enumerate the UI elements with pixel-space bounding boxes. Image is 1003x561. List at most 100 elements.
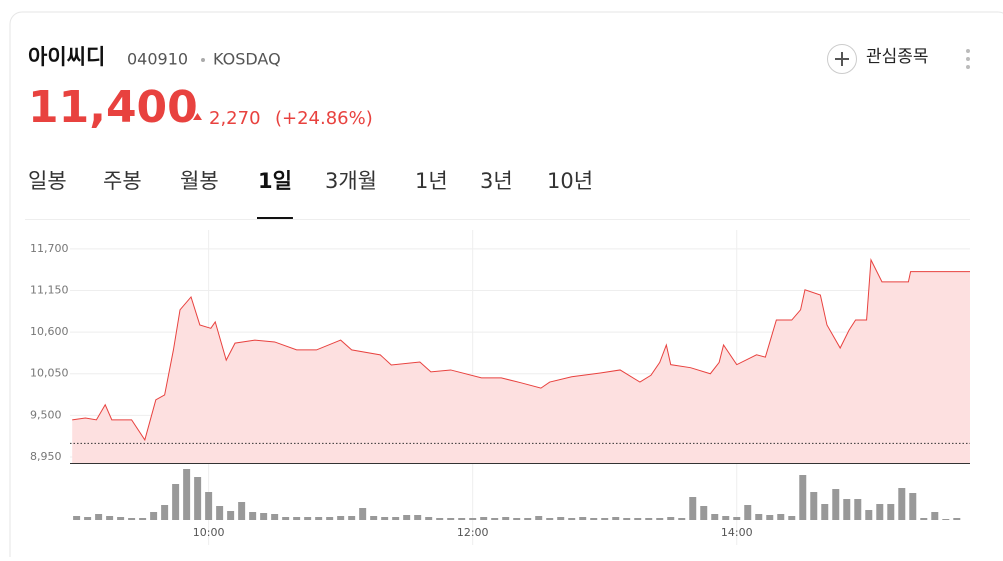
volume-bar — [755, 514, 763, 520]
volume-bar — [590, 518, 598, 520]
volume-bar — [843, 499, 851, 520]
volume-bar — [326, 517, 334, 520]
volume-bar — [711, 514, 719, 520]
volume-bar — [612, 517, 620, 520]
volume-bar — [436, 518, 444, 520]
volume-bar — [271, 514, 279, 520]
volume-bar — [370, 516, 378, 520]
volume-bar — [799, 475, 807, 520]
volume-bar — [656, 518, 664, 520]
up-arrow — [193, 113, 202, 120]
volume-bar — [887, 504, 895, 520]
volume-bar — [117, 517, 125, 520]
volume-bar — [392, 517, 400, 520]
volume-bar — [744, 505, 752, 520]
tab[interactable]: 10년 — [547, 169, 593, 193]
volume-bar — [634, 518, 642, 520]
more-menu[interactable] — [966, 49, 970, 69]
volume-bar — [216, 506, 224, 520]
volume-bar — [403, 515, 411, 520]
change: 2,270 — [209, 108, 261, 129]
y-tick-label: 9,500 — [30, 408, 62, 421]
volume-bar — [854, 499, 862, 520]
volume-bar — [95, 514, 103, 520]
volume-bar — [678, 518, 686, 520]
tab[interactable]: 일봉 — [28, 169, 67, 193]
price-line — [72, 258, 970, 442]
volume-bar — [293, 517, 301, 520]
tab[interactable]: 주봉 — [103, 169, 142, 193]
volume-bar — [414, 515, 422, 520]
volume-bar — [469, 518, 477, 520]
volume-bar — [865, 510, 873, 520]
tab[interactable]: 3개월 — [325, 169, 377, 193]
volume-bar — [260, 513, 268, 520]
y-tick-label: 11,700 — [30, 242, 69, 255]
volume-bar — [733, 517, 741, 520]
tab[interactable]: 월봉 — [180, 169, 219, 193]
volume-bar — [425, 517, 433, 520]
volume-bar — [249, 512, 257, 520]
stock-name: 아이씨디 — [28, 45, 105, 69]
volume-bar — [502, 517, 510, 520]
volume-bar — [359, 508, 367, 520]
tabs: 일봉 주봉 월봉 1일 3개월 1년 3년 10년 — [28, 169, 593, 219]
volume-bar — [348, 516, 356, 520]
volume-bar — [139, 518, 147, 520]
volume-bar — [106, 516, 114, 520]
market: KOSDAQ — [213, 50, 281, 69]
tab[interactable]: 3년 — [480, 169, 513, 193]
volume-bar — [172, 484, 180, 520]
price: 11,400 — [28, 82, 198, 133]
volume-bar — [832, 489, 840, 520]
volume-bar — [722, 516, 730, 520]
volume-bar — [931, 512, 939, 520]
volume-bar — [623, 518, 631, 520]
volume-bar — [73, 516, 81, 520]
volume-bar — [128, 518, 136, 520]
stock-code: 040910 — [127, 50, 188, 69]
volume-bar — [513, 518, 521, 520]
volume-bar — [447, 518, 455, 520]
volume-bar — [161, 505, 169, 520]
tab[interactable]: 1년 — [415, 169, 448, 193]
volume-bar — [645, 518, 653, 520]
volume-bar — [788, 516, 796, 520]
volume-bar — [458, 518, 466, 520]
volume-bar — [876, 504, 884, 520]
volume-bar — [777, 514, 785, 520]
volume-bar — [953, 518, 961, 520]
x-tick-label: 10:00 — [193, 526, 225, 539]
y-tick-label: 10,600 — [30, 325, 69, 338]
volume-bar — [491, 518, 499, 520]
dot — [201, 58, 205, 62]
volume-bar — [205, 492, 213, 520]
watch-button[interactable]: 관심종목 — [827, 44, 929, 74]
volume-bar — [766, 515, 774, 520]
volume-bar — [546, 518, 554, 520]
tab[interactable]: 1일 — [258, 169, 292, 193]
change-pct: (+24.86%) — [275, 108, 373, 129]
volume-bar — [150, 512, 158, 520]
volume-bar — [821, 504, 829, 520]
volume-bar — [535, 516, 543, 520]
watch-label[interactable]: 관심종목 — [866, 47, 929, 67]
volume-bar — [942, 519, 950, 520]
volume-bar — [700, 506, 708, 520]
volume-bar — [909, 493, 917, 520]
volume-bar — [183, 469, 191, 520]
volume-bar — [920, 518, 928, 520]
volume-bar — [557, 517, 565, 520]
volume-bar — [810, 492, 818, 520]
y-tick-label: 11,150 — [30, 284, 69, 297]
volume-bar — [601, 518, 609, 520]
volume-bar — [480, 517, 488, 520]
volume-bar — [194, 477, 202, 520]
area — [72, 259, 970, 463]
volume-bar — [667, 517, 675, 520]
volume-bar — [337, 516, 345, 520]
x-tick-label: 14:00 — [721, 526, 753, 539]
price-chart: 11,700 11,150 10,600 10,050 9,500 8,950 10:00 1… — [30, 230, 970, 545]
